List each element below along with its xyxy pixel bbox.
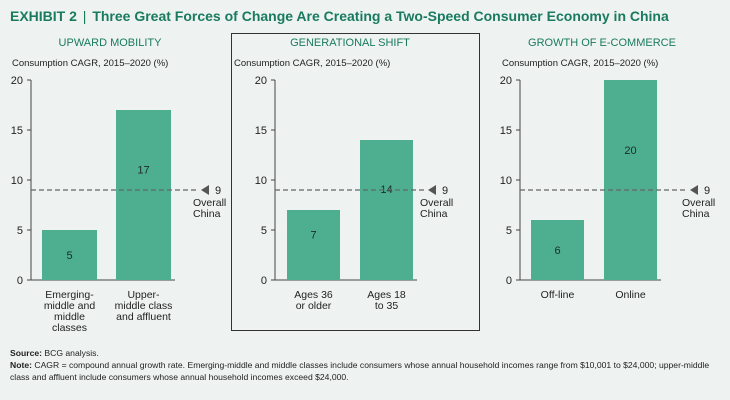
y-axis-label: Consumption CAGR, 2015–2020 (%): [502, 58, 658, 69]
bar-value-label: 20: [624, 145, 636, 157]
reference-caption: Overall: [420, 197, 453, 209]
title-separator: |: [82, 8, 87, 24]
chart-area: UPWARD MOBILITY Consumption CAGR, 2015–20…: [11, 33, 716, 334]
reference-arrow: [201, 185, 209, 195]
reference-caption: China: [682, 208, 710, 220]
chart-title: EXHIBIT 2 | Three Great Forces of Change…: [10, 8, 722, 24]
bar-value-label: 17: [137, 165, 149, 177]
bar: [116, 110, 171, 280]
x-category-label: Upper-: [127, 289, 160, 301]
chart-panel-1: UPWARD MOBILITY Consumption CAGR, 2015–20…: [11, 37, 227, 334]
panel-title: GROWTH OF E-COMMERCE: [528, 37, 676, 49]
x-category-label: Ages 18: [367, 289, 406, 301]
reference-caption: Overall: [193, 197, 226, 209]
bar: [42, 230, 97, 280]
y-tick-label: 0: [261, 275, 267, 287]
chart-panel-3: GROWTH OF E-COMMERCE Consumption CAGR, 20…: [500, 37, 716, 301]
chart-notes: Source: BCG analysis. Note: CAGR = compo…: [10, 347, 722, 383]
reference-value-label: 9: [442, 185, 448, 197]
y-tick-label: 20: [255, 75, 267, 87]
exhibit-label: EXHIBIT 2: [10, 8, 77, 24]
bar: [604, 80, 657, 280]
y-tick-label: 10: [255, 175, 267, 187]
x-category-label: and affluent: [116, 311, 171, 323]
y-tick-label: 20: [11, 75, 23, 87]
bar: [360, 140, 413, 280]
reference-arrow: [428, 185, 436, 195]
reference-value-label: 9: [215, 185, 221, 197]
y-tick-label: 20: [500, 75, 512, 87]
chart-panel-2: GENERATIONAL SHIFT Consumption CAGR, 2015…: [234, 37, 453, 312]
bar-value-label: 5: [66, 250, 72, 262]
reference-caption: Overall: [682, 197, 715, 209]
panel-title: UPWARD MOBILITY: [59, 37, 163, 49]
note-text: CAGR = compound annual growth rate. Emer…: [10, 360, 710, 382]
y-axis-label: Consumption CAGR, 2015–2020 (%): [12, 58, 168, 69]
bar: [531, 220, 584, 280]
panel-title: GENERATIONAL SHIFT: [290, 37, 410, 49]
y-tick-label: 0: [17, 275, 23, 287]
reference-arrow: [690, 185, 698, 195]
x-category-label: Off-line: [541, 289, 575, 301]
y-tick-label: 10: [11, 175, 23, 187]
y-axis-label: Consumption CAGR, 2015–2020 (%): [234, 58, 390, 69]
x-category-label: classes: [52, 322, 87, 334]
y-tick-label: 5: [261, 225, 267, 237]
x-category-label: or older: [296, 300, 332, 312]
bar-value-label: 14: [380, 184, 392, 196]
reference-value-label: 9: [704, 185, 710, 197]
x-category-label: Online: [615, 289, 646, 301]
y-tick-label: 10: [500, 175, 512, 187]
source-label: Source:: [10, 348, 42, 358]
y-tick-label: 5: [17, 225, 23, 237]
x-category-label: middle: [54, 311, 85, 323]
x-category-label: to 35: [375, 300, 399, 312]
reference-caption: China: [193, 208, 221, 220]
bar-value-label: 6: [554, 245, 560, 257]
y-tick-label: 15: [500, 125, 512, 137]
x-category-label: middle class: [115, 300, 173, 312]
note-label: Note:: [10, 360, 32, 370]
highlight-box: [231, 33, 480, 331]
bar-value-label: 7: [310, 230, 316, 242]
bar: [287, 210, 340, 280]
note-line: Note: CAGR = compound annual growth rate…: [10, 359, 722, 383]
y-tick-label: 15: [255, 125, 267, 137]
source-text: BCG analysis.: [44, 348, 99, 358]
y-tick-label: 15: [11, 125, 23, 137]
reference-caption: China: [420, 208, 448, 220]
source-line: Source: BCG analysis.: [10, 347, 722, 359]
y-tick-label: 0: [506, 275, 512, 287]
x-category-label: middle and: [44, 300, 96, 312]
title-text: Three Great Forces of Change Are Creatin…: [92, 8, 669, 24]
x-category-label: Emerging-: [45, 289, 94, 301]
x-category-label: Ages 36: [294, 289, 333, 301]
y-tick-label: 5: [506, 225, 512, 237]
